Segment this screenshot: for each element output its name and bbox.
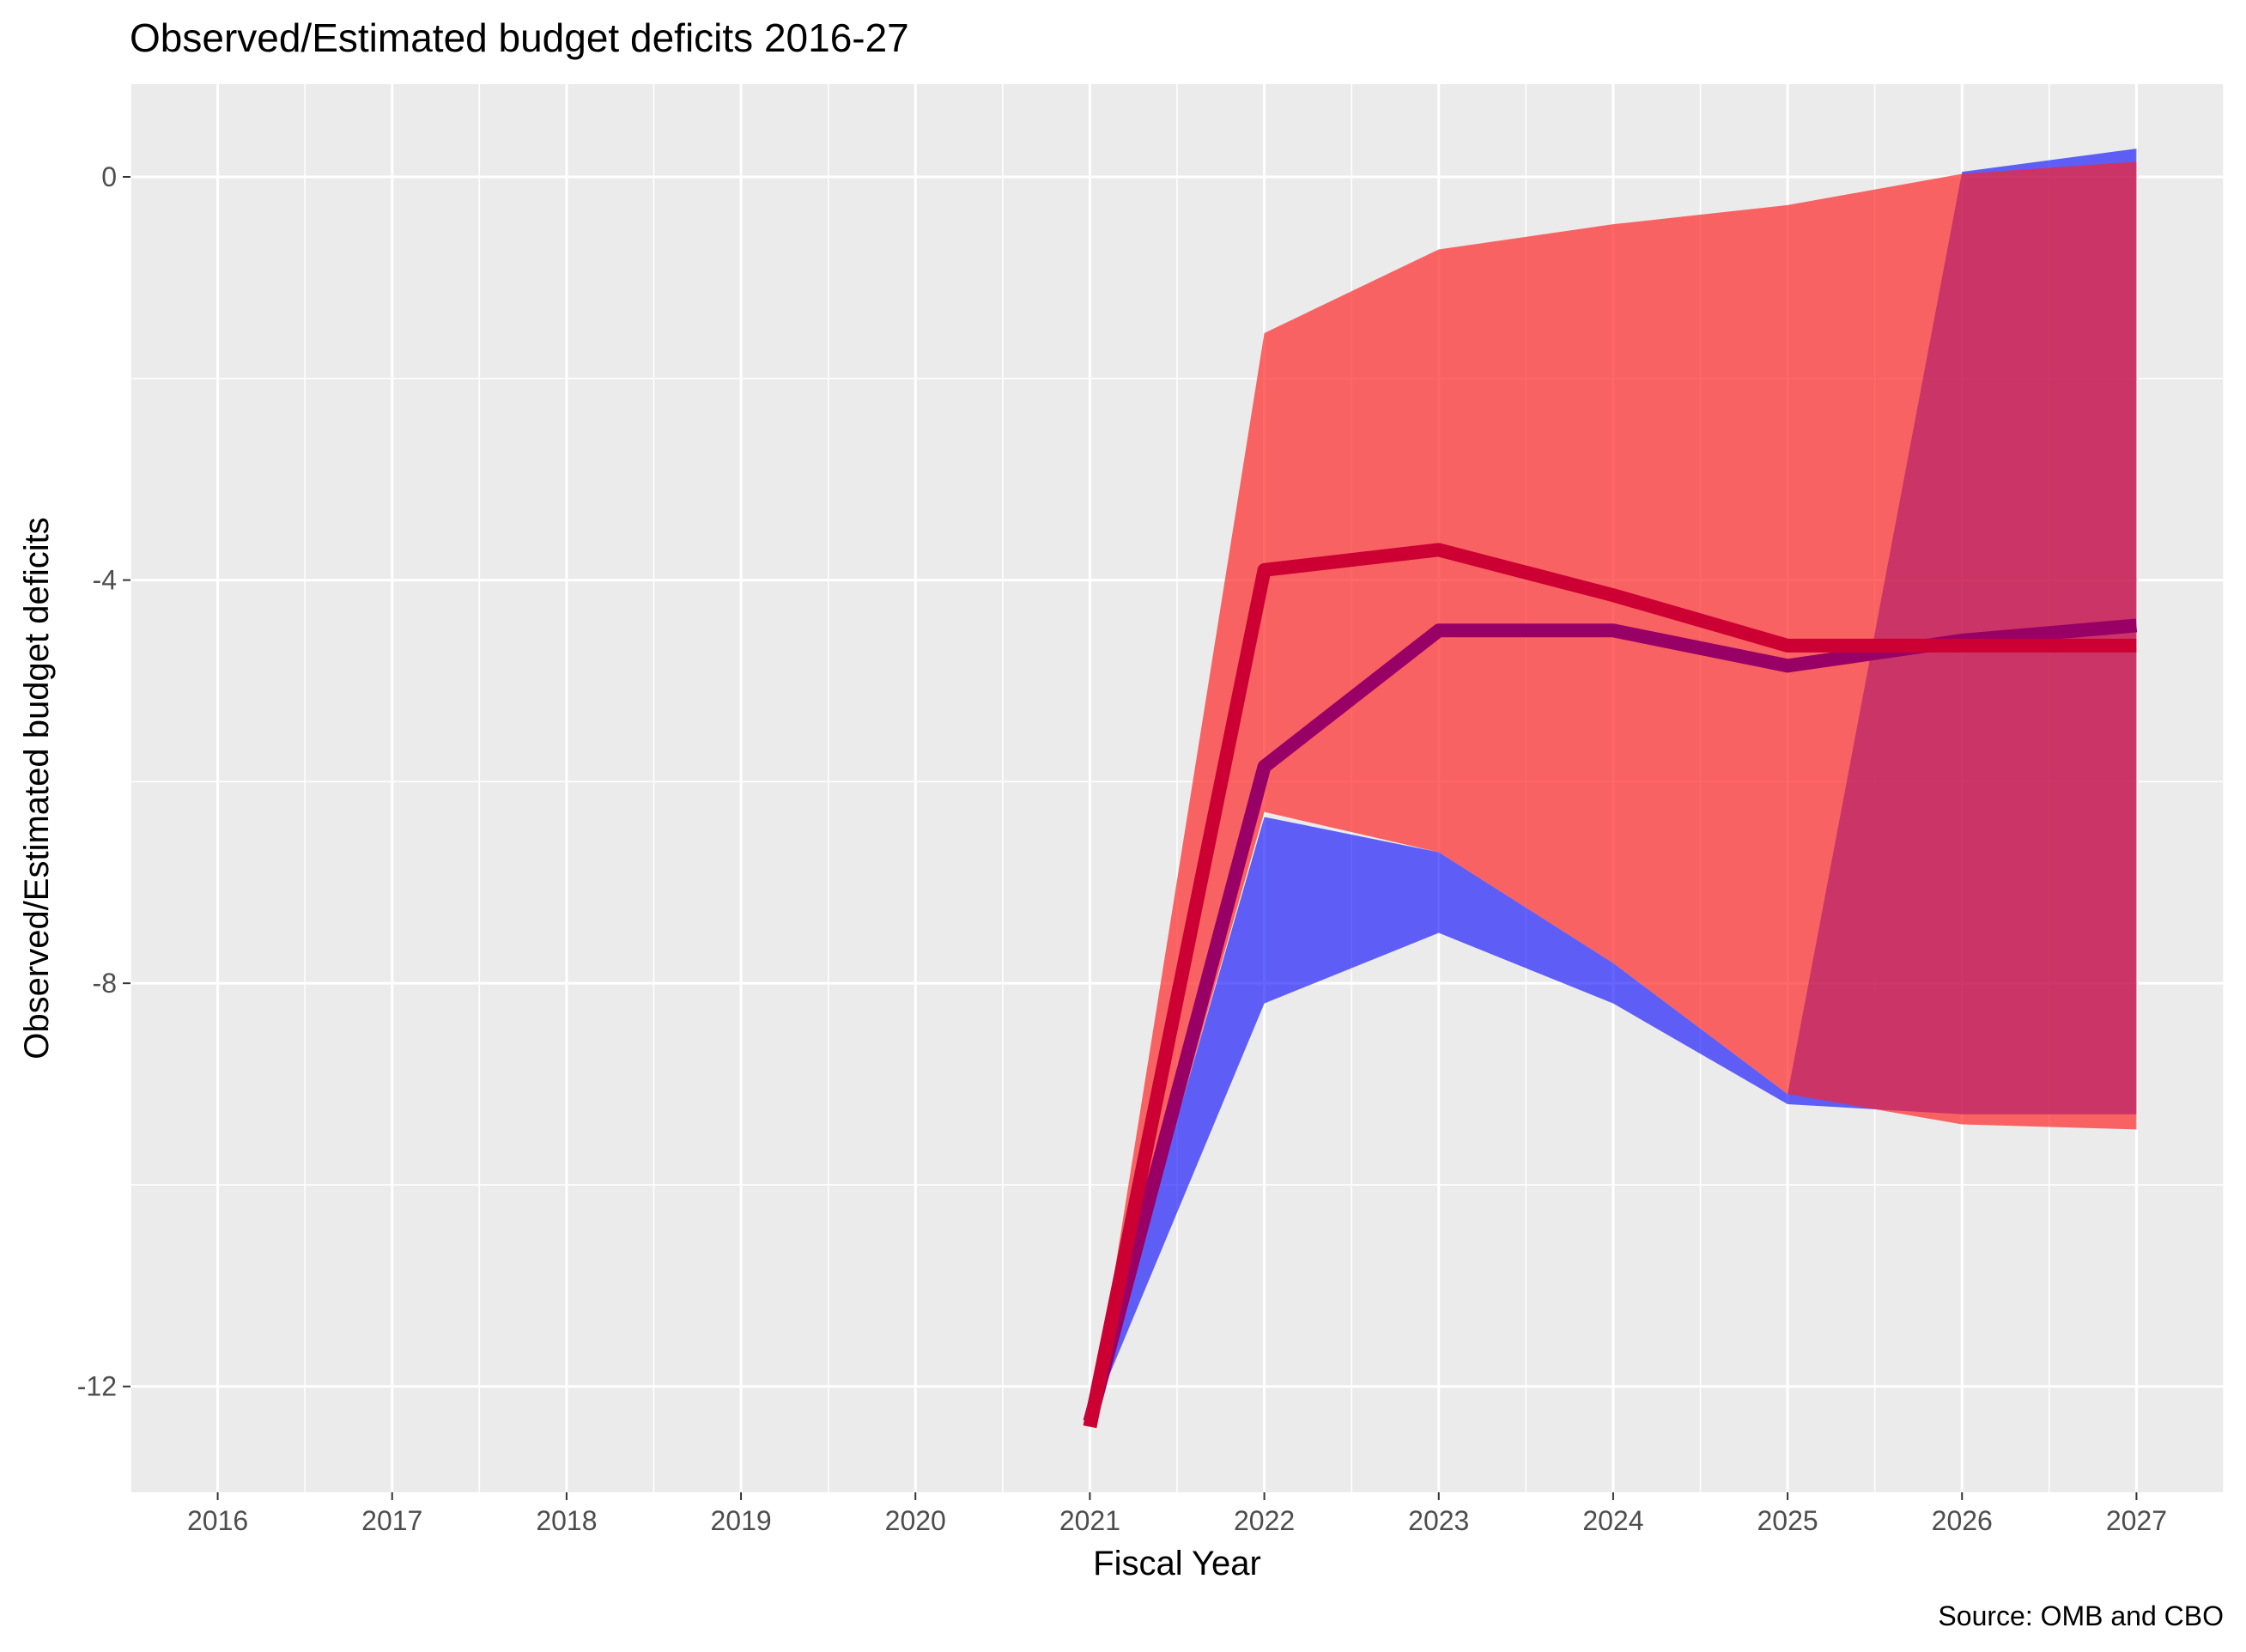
- series-2-line: [1083, 543, 2137, 1429]
- x-tick-label: 2024: [1582, 1505, 1643, 1536]
- x-axis-title: Fiscal Year: [1093, 1545, 1261, 1582]
- series-2-band: [1090, 161, 2137, 1427]
- x-tick-label: 2021: [1059, 1505, 1120, 1536]
- x-tick-label: 2016: [187, 1505, 248, 1536]
- y-tick-label: -4: [93, 565, 117, 596]
- y-tick-label: -8: [93, 968, 117, 999]
- x-axis-ticks: 2016 2017 2018 2019 2020 2021 2022 2023 2024 2025…: [187, 1492, 2167, 1536]
- series-bands: [1090, 149, 2137, 1427]
- x-tick-label: 2020: [885, 1505, 946, 1536]
- x-tick-label: 2019: [710, 1505, 771, 1536]
- source-caption: Source: OMB and CBO: [1938, 1600, 2224, 1631]
- y-axis-title: Observed/Estimated budget deficits: [18, 517, 56, 1059]
- chart-title: Observed/Estimated budget deficits 2016-…: [130, 15, 909, 60]
- y-axis-ticks: 0 -4 -8 -12: [77, 161, 131, 1402]
- x-tick-label: 2017: [361, 1505, 422, 1536]
- x-tick-label: 2022: [1234, 1505, 1295, 1536]
- x-tick-label: 2018: [536, 1505, 597, 1536]
- x-tick-label: 2027: [2106, 1505, 2167, 1536]
- x-tick-label: 2023: [1408, 1505, 1469, 1536]
- x-tick-label: 2025: [1757, 1505, 1818, 1536]
- y-tick-label: -12: [77, 1371, 117, 1402]
- y-tick-label: 0: [101, 161, 117, 192]
- x-tick-label: 2026: [1932, 1505, 1993, 1536]
- series-lines: [1083, 543, 2138, 1429]
